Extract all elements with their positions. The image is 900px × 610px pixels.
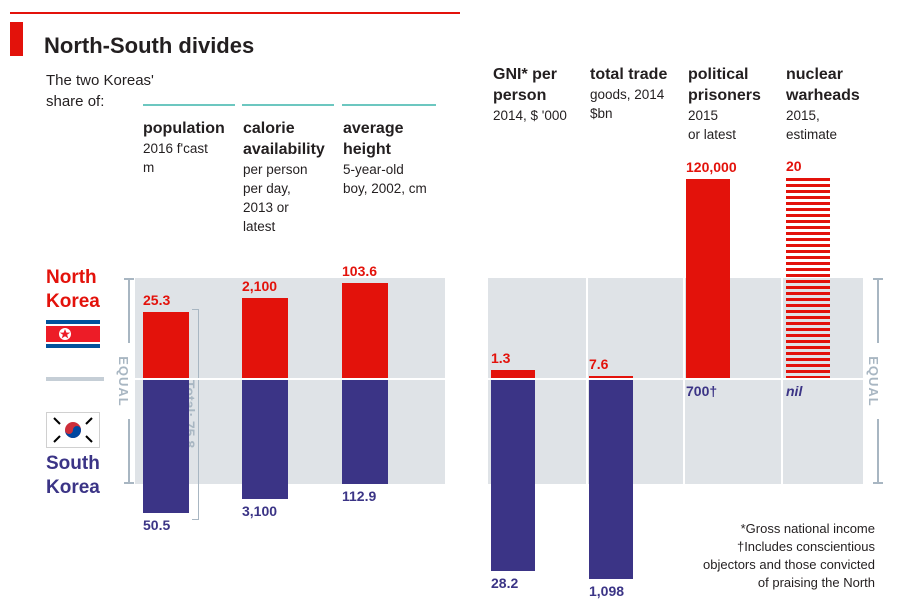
bar-north-warheads-stripe — [786, 328, 830, 331]
header-warheads: nuclear warheads — [786, 66, 860, 104]
bar-north-warheads-stripe — [786, 268, 830, 271]
bar-north-warheads-stripe — [786, 304, 830, 307]
bar-north-warheads-stripe — [786, 358, 830, 361]
bar-north-warheads-stripe — [786, 370, 830, 373]
south-korea-flag-icon — [46, 412, 100, 453]
header-gni: GNI* per person — [493, 66, 558, 104]
label-south-gni: 28.2 — [491, 575, 519, 592]
equal-marker-right — [873, 278, 883, 484]
bar-north-warheads-stripe — [786, 208, 830, 211]
bar-north-warheads-stripe — [786, 178, 830, 181]
divider-1 — [586, 278, 588, 484]
top-rule — [10, 12, 460, 14]
bar-north-warheads-stripe — [786, 232, 830, 235]
bar-south-calorie — [242, 379, 288, 499]
bar-north-warheads-stripe — [786, 196, 830, 199]
bar-north-warheads-stripe — [786, 376, 830, 379]
bar-north-warheads-stripe — [786, 256, 830, 259]
label-south-population: 50.5 — [143, 516, 171, 533]
units-height: 5-year-old boy, 2002, cm — [343, 162, 427, 196]
bar-north-warheads-stripe — [786, 274, 830, 277]
label-north-warheads: 20 — [786, 158, 802, 174]
bar-south-population — [143, 379, 189, 513]
equal-axis-right — [488, 378, 863, 380]
header-height: average height — [343, 120, 404, 158]
bar-north-warheads-stripe — [786, 334, 830, 337]
equal-band-right — [488, 278, 863, 484]
label-south-warheads: nil — [786, 383, 803, 399]
bar-north-calorie — [242, 297, 288, 379]
bar-south-height — [342, 379, 388, 484]
units-warheads: 2015, estimate — [786, 108, 838, 142]
label-north-population: 25.3 — [143, 291, 171, 308]
units-prisoners: 2015 or latest — [688, 108, 737, 142]
chart-title: North-South divides — [44, 33, 255, 58]
bar-north-warheads-stripe — [786, 190, 830, 193]
bar-north-prisoners — [686, 179, 730, 379]
label-north-korea: North Korea — [46, 267, 100, 312]
bar-north-population — [143, 311, 189, 379]
bar-north-warheads-stripe — [786, 220, 830, 223]
header-rule-height — [342, 104, 436, 106]
equal-label-right: EQUAL — [865, 356, 881, 407]
label-south-trade: 1,098 — [589, 582, 625, 599]
label-north-trade: 7.6 — [589, 356, 609, 372]
bar-north-trade — [589, 376, 633, 379]
bar-north-warheads-stripe — [786, 298, 830, 301]
units-population: 2016 f'cast m — [143, 141, 208, 175]
bar-north-warheads-stripe — [786, 346, 830, 349]
label-south-height: 112.9 — [342, 487, 377, 504]
label-south-korea: South Korea — [46, 453, 100, 498]
bar-north-warheads-stripe — [786, 250, 830, 253]
label-south-calorie: 3,100 — [242, 502, 278, 519]
divider-3 — [781, 278, 783, 484]
header-rule-population — [143, 104, 235, 106]
header-trade: total trade — [590, 66, 668, 83]
header-prisoners: political prisoners — [688, 66, 761, 104]
label-north-height: 103.6 — [342, 262, 378, 279]
header-rule-calorie — [242, 104, 334, 106]
units-calorie: per person per day, 2013 or latest — [243, 162, 308, 234]
header-calorie: calorie availability — [243, 120, 325, 158]
label-south-prisoners: 700† — [686, 383, 718, 399]
bar-north-gni — [491, 370, 535, 379]
bar-north-warheads-stripe — [786, 340, 830, 343]
label-north-gni: 1.3 — [491, 350, 511, 367]
bar-north-warheads-stripe — [786, 292, 830, 295]
bar-north-warheads-stripe — [786, 184, 830, 187]
bar-north-warheads-stripe — [786, 238, 830, 241]
bar-north-warheads-stripe — [786, 202, 830, 205]
label-north-calorie: 2,100 — [242, 277, 278, 294]
bar-north-warheads-stripe — [786, 322, 830, 325]
bar-north-warheads-stripe — [786, 262, 830, 265]
brand-tag — [10, 22, 23, 56]
footnotes: *Gross national income †Includes conscie… — [703, 521, 875, 590]
legend-divider — [46, 377, 104, 381]
bar-south-trade — [589, 379, 633, 579]
bar-north-warheads-stripe — [786, 214, 830, 217]
bar-north-warheads-stripe — [786, 316, 830, 319]
chart-intro: The two Koreas' share of: — [46, 72, 154, 110]
bar-north-warheads-stripe — [786, 286, 830, 289]
total-bracket — [192, 309, 199, 520]
bar-north-warheads-stripe — [786, 244, 830, 247]
bar-north-height — [342, 282, 388, 379]
equal-label-left: EQUAL — [115, 356, 131, 407]
bar-north-warheads-stripe — [786, 310, 830, 313]
equal-marker-left — [124, 278, 134, 484]
bar-north-warheads-stripe — [786, 226, 830, 229]
units-gni: 2014, $ '000 — [493, 108, 567, 123]
units-trade: goods, 2014 $bn — [590, 87, 665, 121]
bar-north-warheads-stripe — [786, 352, 830, 355]
bar-north-warheads-stripe — [786, 280, 830, 283]
bar-south-gni — [491, 379, 535, 572]
label-north-prisoners: 120,000 — [686, 159, 737, 176]
header-population: population — [143, 120, 225, 137]
equal-axis-left — [135, 378, 445, 380]
divider-2 — [683, 278, 685, 484]
bar-north-warheads-stripe — [786, 364, 830, 367]
north-korea-flag-icon — [46, 320, 100, 353]
